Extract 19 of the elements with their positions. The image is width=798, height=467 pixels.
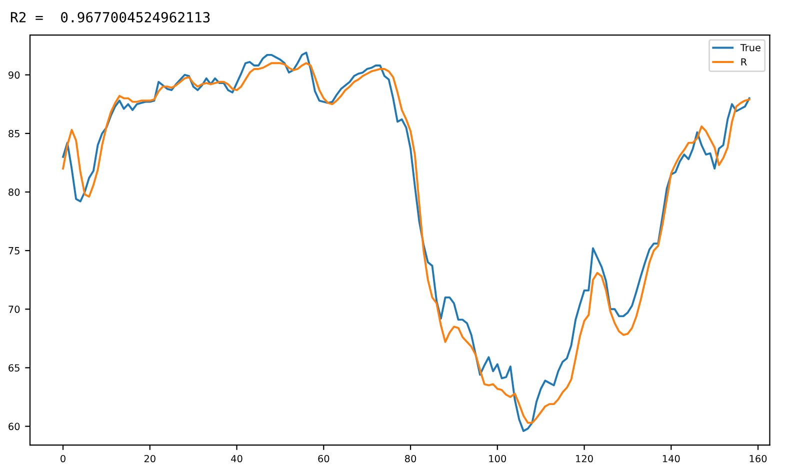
x-tick-label: 20 xyxy=(144,454,156,462)
x-tick-label: 0 xyxy=(60,454,66,462)
y-tick-label: 80 xyxy=(8,188,20,196)
legend-label: R xyxy=(741,58,747,66)
x-tick-label: 60 xyxy=(318,454,330,462)
y-tick-label: 70 xyxy=(8,306,20,313)
x-tick-label: 40 xyxy=(231,454,242,462)
x-tick-label: 100 xyxy=(489,454,506,462)
y-tick-label: 75 xyxy=(8,247,20,254)
legend-label: True xyxy=(740,44,760,52)
y-tick-label: 90 xyxy=(8,71,20,79)
y-tick-label: 60 xyxy=(8,422,20,430)
y-tick-label: 65 xyxy=(8,364,20,372)
x-tick-label: 160 xyxy=(750,454,767,462)
x-tick-label: 80 xyxy=(404,454,416,462)
chart-title: R2 = 0.9677004524962113 xyxy=(10,12,210,22)
y-tick-label: 85 xyxy=(8,130,20,138)
x-tick-label: 140 xyxy=(662,454,680,462)
x-tick-label: 120 xyxy=(576,454,593,462)
